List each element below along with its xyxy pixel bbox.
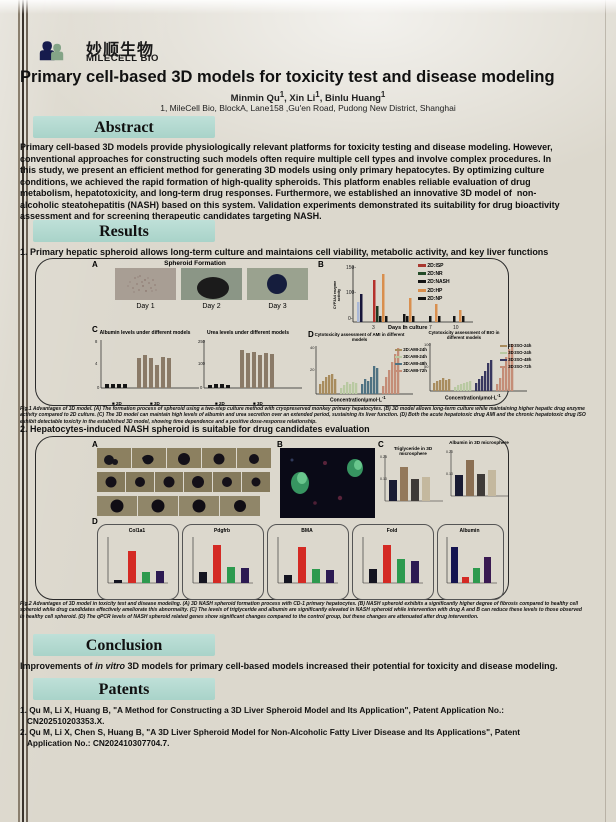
svg-text:0: 0 <box>97 385 100 390</box>
svg-text:0.20: 0.20 <box>446 450 453 454</box>
svg-text:100: 100 <box>198 361 206 366</box>
svg-text:40: 40 <box>310 345 315 350</box>
svg-text:150-: 150- <box>346 265 356 271</box>
svg-text:4: 4 <box>95 361 98 366</box>
svg-text:0: 0 <box>200 385 203 390</box>
svg-text:50: 50 <box>424 364 429 369</box>
svg-text:0.10: 0.10 <box>380 477 387 481</box>
svg-text:250: 250 <box>198 339 206 344</box>
svg-text:8: 8 <box>95 339 98 344</box>
svg-text:100-: 100- <box>346 290 356 296</box>
svg-text:0.10: 0.10 <box>446 472 453 476</box>
svg-text:3: 3 <box>372 325 375 331</box>
svg-text:20: 20 <box>310 367 315 372</box>
svg-text:0.25: 0.25 <box>380 455 387 459</box>
svg-text:0-: 0- <box>348 316 353 322</box>
svg-text:100: 100 <box>424 342 431 347</box>
